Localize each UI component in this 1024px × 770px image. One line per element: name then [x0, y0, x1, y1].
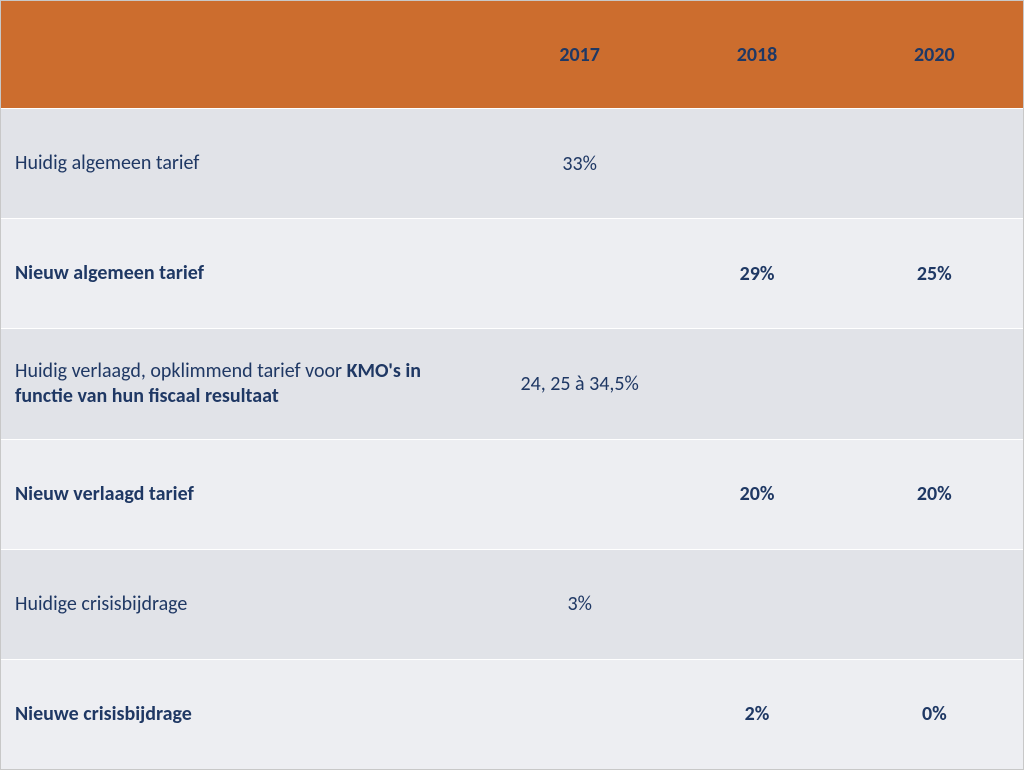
header-col-2018: 2018 [668, 43, 845, 67]
table-row: Huidig verlaagd, opklimmend tarief voor … [1, 329, 1023, 439]
row-label: Nieuw verlaagd tarief [1, 482, 491, 507]
cell-2018: 29% [668, 262, 845, 286]
table-row: Nieuw algemeen tarief 29% 25% [1, 219, 1023, 329]
header-col-2017: 2017 [491, 43, 668, 67]
table-row: Huidig algemeen tarief 33% [1, 109, 1023, 219]
cell-2017: 33% [491, 152, 668, 176]
row-label: Nieuwe crisisbijdrage [1, 702, 491, 727]
cell-2018: 2% [668, 702, 845, 726]
label-prefix: Huidig verlaagd, opklimmend tarief voor [15, 359, 347, 383]
row-label: Huidig algemeen tarief [1, 151, 491, 176]
row-label: Huidig verlaagd, opklimmend tarief voor … [1, 359, 491, 409]
cell-2020: 25% [846, 262, 1023, 286]
table-row: Nieuw verlaagd tarief 20% 20% [1, 440, 1023, 550]
table-row: Nieuwe crisisbijdrage 2% 0% [1, 660, 1023, 769]
table-header-row: 2017 2018 2020 [1, 1, 1023, 109]
cell-2017: 24, 25 à 34,5% [491, 372, 668, 396]
header-col-2020: 2020 [846, 43, 1023, 67]
table-row: Huidige crisisbijdrage 3% [1, 550, 1023, 660]
cell-2018: 20% [668, 482, 845, 506]
row-label: Huidige crisisbijdrage [1, 592, 491, 617]
cell-2020: 20% [846, 482, 1023, 506]
tariff-table: 2017 2018 2020 Huidig algemeen tarief 33… [0, 0, 1024, 770]
cell-2017: 3% [491, 592, 668, 616]
cell-2020: 0% [846, 702, 1023, 726]
row-label: Nieuw algemeen tarief [1, 261, 491, 286]
